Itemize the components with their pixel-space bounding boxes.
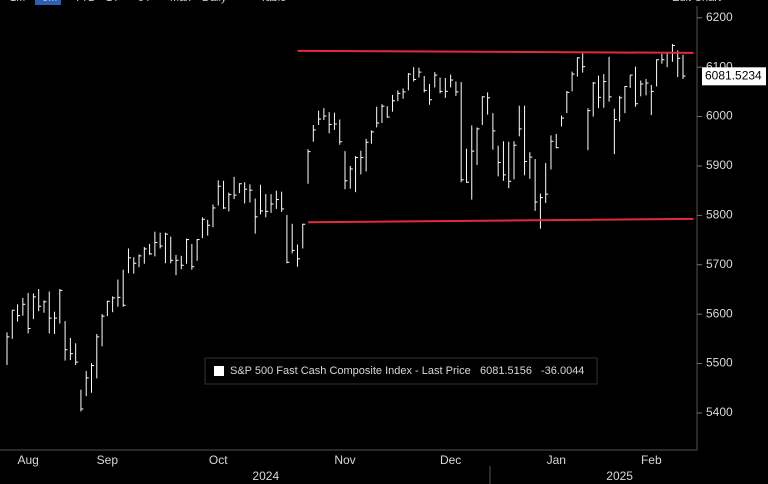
toolbar-button[interactable]: Max	[170, 0, 191, 4]
x-year-label: 2025	[606, 469, 633, 483]
y-tick-label: 5400	[706, 405, 733, 419]
legend-change: -36.0044	[541, 365, 584, 377]
last-price-label: 6081.5234	[705, 68, 762, 82]
legend-swatch	[214, 366, 224, 376]
x-tick-label: Sep	[97, 453, 119, 467]
legend-last-price: 6081.5156	[480, 365, 532, 377]
y-tick-label: 5600	[706, 306, 733, 320]
y-tick-label: 5700	[706, 257, 733, 271]
trendline	[297, 49, 694, 54]
plot-area	[6, 43, 694, 412]
x-tick-label: Feb	[641, 453, 662, 467]
toolbar-button[interactable]: 1Y	[106, 0, 120, 4]
trendline	[308, 217, 694, 224]
y-tick-label: 5500	[706, 356, 733, 370]
y-tick-label: 6200	[706, 10, 733, 24]
x-tick-label: Aug	[17, 453, 38, 467]
x-tick-label: Oct	[209, 453, 228, 467]
toolbar-button-active	[35, 0, 61, 5]
toolbar-button[interactable]: YTD	[74, 0, 96, 4]
toolbar-button[interactable]: Daily	[202, 0, 227, 4]
x-tick-label: Jan	[547, 453, 566, 467]
x-tick-label: Nov	[334, 453, 355, 467]
x-year-label: 2024	[252, 469, 279, 483]
legend-label: S&P 500 Fast Cash Composite Index - Last…	[230, 365, 471, 377]
legend: S&P 500 Fast Cash Composite Index - Last…	[204, 357, 598, 385]
last-price-tag	[702, 67, 766, 86]
y-tick-label: 5900	[706, 158, 733, 172]
toolbar-button[interactable]: Table	[260, 0, 286, 4]
y-tick-label: 5800	[706, 208, 733, 222]
y-tick-label: 6000	[706, 109, 733, 123]
toolbar-button[interactable]: 1M	[10, 0, 25, 4]
toolbar-button[interactable]: 6M	[42, 0, 57, 4]
legend-box	[204, 357, 598, 385]
x-tick-label: Dec	[440, 453, 461, 467]
toolbar-button[interactable]: 5Y	[138, 0, 152, 4]
toolbar: 1M 6M YTD 1Y 5Y Max Daily Table Edit Chart	[10, 0, 721, 5]
toolbar-edit[interactable]: Edit Chart	[672, 0, 721, 4]
